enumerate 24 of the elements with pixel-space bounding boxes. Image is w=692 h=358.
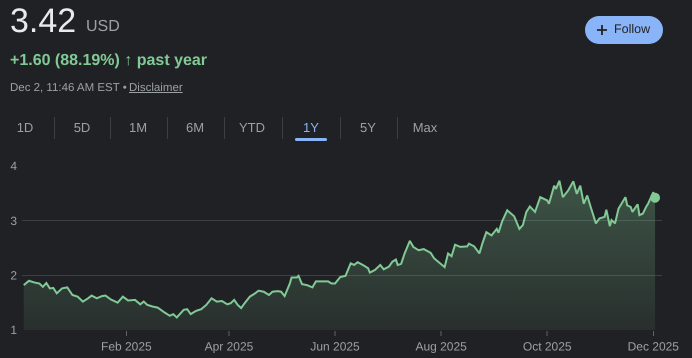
text: Dec 2, 11:46 AM EST • [10,82,127,94]
x-tick-label: Oct 2025 [522,339,572,354]
x-tick-label: Aug 2025 [415,339,468,354]
x-tick-label: Dec 2025 [628,339,680,354]
text: Disclaimer [129,82,183,94]
text: 6M [184,120,206,135]
text: 1M [128,120,148,135]
y-tick-label: 3 [10,214,18,228]
x-tick-label: Feb 2025 [100,339,152,354]
x-tick-label: Apr 2025 [204,339,254,354]
chart-title: 3.42 [10,2,76,41]
text: 1D [16,120,34,135]
chart-subtitle: +1.60 (88.19%) ↑ past year [10,52,208,70]
text: Max [412,120,438,135]
text: 5Y [359,120,377,135]
y-tick-label: 2 [10,268,18,283]
y-tick-label: 1 [10,323,18,338]
text: Follow [614,22,650,36]
x-tick-label: Jun 2025 [310,339,360,354]
text: USD [86,18,120,36]
text: 5D [72,120,92,135]
y-tick-label: 4 [10,159,18,174]
text: YTD [238,120,266,135]
text: 1Y [302,120,320,135]
